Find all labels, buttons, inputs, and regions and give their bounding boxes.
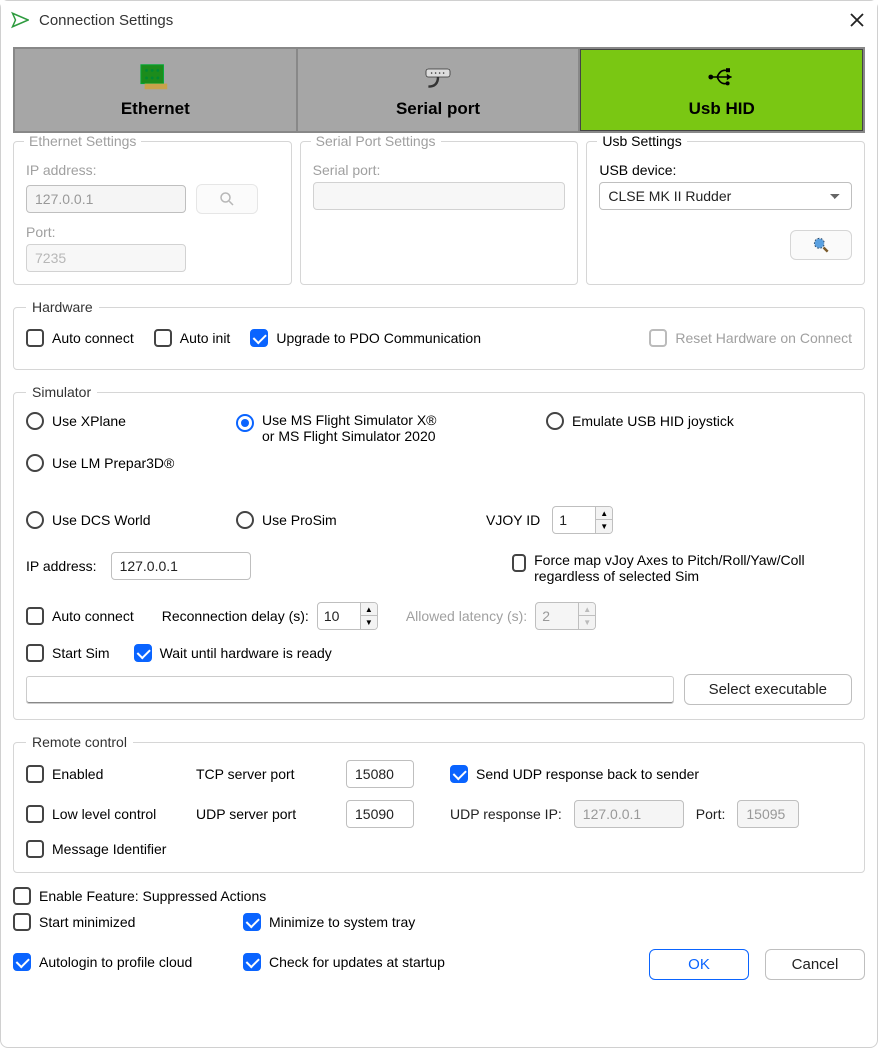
remote-enabled-checkbox[interactable]: Enabled bbox=[26, 765, 196, 783]
latency-spinner: ▲▼ bbox=[535, 602, 596, 630]
ok-button[interactable]: OK bbox=[649, 949, 749, 980]
usb-device-select[interactable]: CLSE MK II Rudder bbox=[599, 182, 852, 210]
usb-device-label: USB device: bbox=[599, 162, 852, 178]
executable-path-field[interactable] bbox=[26, 676, 674, 704]
usb-settings-panel: Usb Settings USB device: CLSE MK II Rudd… bbox=[586, 141, 865, 285]
simulator-group: Simulator Use XPlane Use MS Flight Simul… bbox=[13, 384, 865, 720]
force-map-checkbox[interactable]: Force map vJoy Axes to Pitch/Roll/Yaw/Co… bbox=[512, 552, 852, 584]
select-executable-button[interactable]: Select executable bbox=[684, 674, 852, 705]
ethernet-search-button bbox=[196, 184, 258, 214]
sim-dcs-radio[interactable]: Use DCS World bbox=[26, 511, 236, 529]
ethernet-icon bbox=[139, 61, 171, 93]
serial-port-label: Serial port: bbox=[313, 162, 566, 178]
message-identifier-checkbox[interactable]: Message Identifier bbox=[26, 840, 852, 858]
udp-response-port-label: Port: bbox=[696, 806, 726, 822]
remote-legend: Remote control bbox=[26, 734, 133, 750]
sim-msfs-radio[interactable]: Use MS Flight Simulator X®or MS Flight S… bbox=[236, 412, 546, 444]
hw-auto-connect-checkbox[interactable]: Auto connect bbox=[26, 329, 134, 347]
vjoy-down[interactable]: ▼ bbox=[596, 520, 612, 533]
cancel-button[interactable]: Cancel bbox=[765, 949, 865, 980]
sim-emulate-hid-radio[interactable]: Emulate USB HID joystick bbox=[546, 412, 852, 430]
wait-hw-checkbox[interactable]: Wait until hardware is ready bbox=[134, 644, 332, 662]
autologin-checkbox[interactable]: Autologin to profile cloud bbox=[13, 953, 243, 971]
latency-input bbox=[536, 603, 578, 629]
reconn-delay-spinner[interactable]: ▲▼ bbox=[317, 602, 378, 630]
serial-port-select bbox=[313, 182, 566, 210]
tab-usbhid[interactable]: Usb HID bbox=[580, 49, 863, 131]
sim-xplane-radio[interactable]: Use XPlane bbox=[26, 412, 236, 430]
usb-panel-title: Usb Settings bbox=[597, 134, 686, 148]
hw-reset-checkbox: Reset Hardware on Connect bbox=[649, 329, 852, 347]
usb-search-button[interactable] bbox=[790, 230, 852, 260]
udp-response-port-input bbox=[737, 800, 799, 828]
udp-response-ip-input bbox=[574, 800, 684, 828]
sim-ip-label: IP address: bbox=[26, 558, 97, 574]
sim-ip-input[interactable] bbox=[111, 552, 251, 580]
reconn-delay-input[interactable] bbox=[318, 603, 360, 629]
serial-settings-panel: Serial Port Settings Serial port: bbox=[300, 141, 579, 285]
udp-port-input[interactable] bbox=[346, 800, 414, 828]
vjoy-id-spinner[interactable]: ▲▼ bbox=[552, 506, 613, 534]
ethernet-panel-title: Ethernet Settings bbox=[24, 134, 141, 148]
hardware-group: Hardware Auto connect Auto init Upgrade … bbox=[13, 299, 865, 370]
close-button[interactable] bbox=[847, 10, 867, 30]
tcp-port-label: TCP server port bbox=[196, 766, 346, 782]
titlebar: Connection Settings bbox=[1, 1, 877, 39]
send-udp-checkbox[interactable]: Send UDP response back to sender bbox=[450, 765, 852, 783]
vjoy-id-label: VJOY ID bbox=[486, 512, 540, 528]
start-sim-checkbox[interactable]: Start Sim bbox=[26, 644, 110, 662]
start-minimized-checkbox[interactable]: Start minimized bbox=[13, 913, 243, 931]
ethernet-settings-panel: Ethernet Settings IP address: Port: 7235 bbox=[13, 141, 292, 285]
ethernet-port-select: 7235 bbox=[26, 244, 186, 272]
minimize-tray-checkbox[interactable]: Minimize to system tray bbox=[243, 913, 583, 931]
sim-lm-radio[interactable]: Use LM Prepar3D® bbox=[26, 454, 236, 472]
vjoy-up[interactable]: ▲ bbox=[596, 507, 612, 520]
hardware-legend: Hardware bbox=[26, 299, 99, 315]
ethernet-ip-label: IP address: bbox=[26, 162, 279, 178]
simulator-legend: Simulator bbox=[26, 384, 97, 400]
serial-panel-title: Serial Port Settings bbox=[311, 134, 441, 148]
vjoy-id-input[interactable] bbox=[553, 507, 595, 533]
udp-response-ip-label: UDP response IP: bbox=[450, 806, 562, 822]
low-level-checkbox[interactable]: Low level control bbox=[26, 805, 196, 823]
latency-label: Allowed latency (s): bbox=[406, 608, 527, 624]
tab-usbhid-label: Usb HID bbox=[689, 99, 755, 119]
serial-icon bbox=[422, 61, 454, 93]
tab-ethernet[interactable]: Ethernet bbox=[15, 49, 296, 131]
reconn-delay-label: Reconnection delay (s): bbox=[162, 608, 309, 624]
tab-ethernet-label: Ethernet bbox=[121, 99, 190, 119]
hw-upgrade-pdo-checkbox[interactable]: Upgrade to PDO Communication bbox=[250, 329, 481, 347]
udp-port-label: UDP server port bbox=[196, 806, 346, 822]
window-title: Connection Settings bbox=[39, 12, 847, 29]
app-icon bbox=[11, 11, 29, 29]
remote-control-group: Remote control Enabled TCP server port S… bbox=[13, 734, 865, 873]
tcp-port-input[interactable] bbox=[346, 760, 414, 788]
tab-serial-label: Serial port bbox=[396, 99, 480, 119]
suppress-actions-checkbox[interactable]: Enable Feature: Suppressed Actions bbox=[13, 887, 266, 905]
ethernet-port-label: Port: bbox=[26, 224, 279, 240]
connection-tabs: Ethernet Serial port Usb HID bbox=[13, 47, 865, 133]
ethernet-ip-input bbox=[26, 185, 186, 213]
tab-serial[interactable]: Serial port bbox=[298, 49, 579, 131]
sim-auto-connect-checkbox[interactable]: Auto connect bbox=[26, 607, 134, 625]
sim-prosim-radio[interactable]: Use ProSim bbox=[236, 511, 486, 529]
check-updates-checkbox[interactable]: Check for updates at startup bbox=[243, 953, 583, 971]
hw-auto-init-checkbox[interactable]: Auto init bbox=[154, 329, 231, 347]
usb-icon bbox=[706, 61, 738, 93]
